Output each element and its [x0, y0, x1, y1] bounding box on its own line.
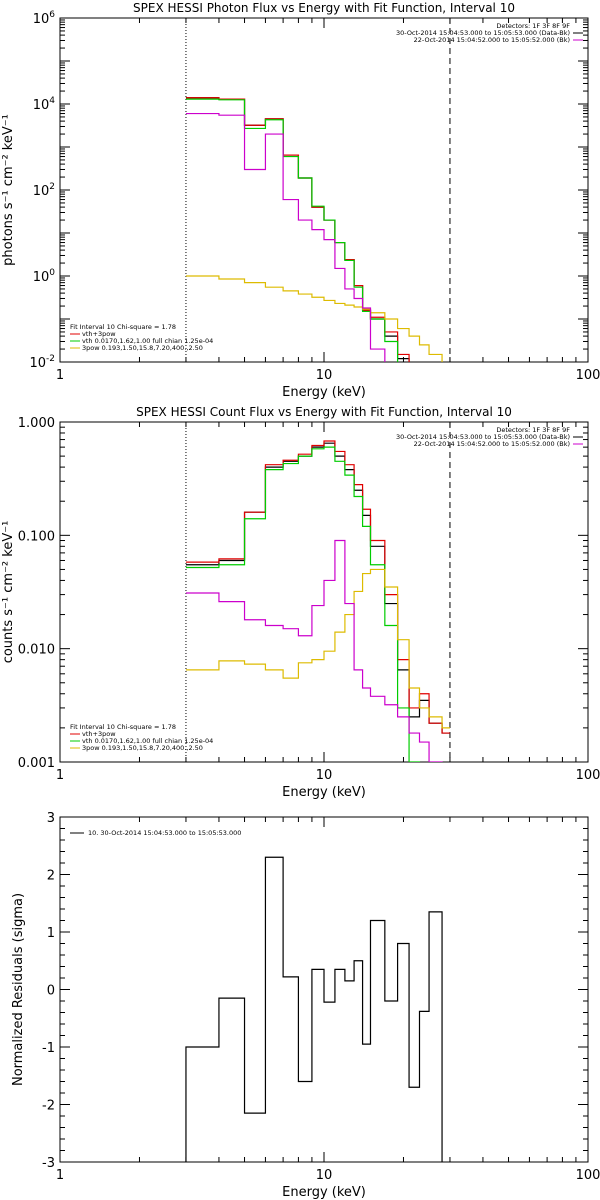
y-axis-ticks	[60, 816, 588, 1163]
legend-entry: 3pow 0.193,1.50,15.8,7.20,400.,2.50	[82, 744, 203, 752]
y-axis-label: photons s⁻¹ cm⁻² keV⁻¹	[1, 114, 16, 266]
chart-panel-1: 1 10 100 10-2 100 102 104 106 SPEX HESSI Photon …	[1, 1, 600, 400]
y-tick-label: 0.100	[18, 529, 55, 544]
y-tick-label: 2	[47, 869, 55, 884]
plot-frame	[59, 17, 589, 363]
series-line-3pow	[185, 275, 443, 362]
chart-panel-3: 1 10 100 -3 -2 -1 0 1 2 3 Energy (keV) Normalized R…	[11, 811, 600, 1200]
x-axis-ticks	[59, 422, 577, 762]
legend-entry: 10. 30-Oct-2014 15:04:53.000 to 15:05:53…	[88, 829, 241, 837]
chart-title: SPEX HESSI Photon Flux vs Energy with Fi…	[133, 1, 515, 15]
y-tick-label: 0.001	[18, 756, 55, 771]
x-axis-ticks	[59, 817, 577, 1162]
x-tick-label: 100	[576, 768, 600, 783]
series-line-3pow	[185, 568, 450, 729]
y-axis-label: Normalized Residuals (sigma)	[11, 893, 26, 1086]
legend-entry: Fit Interval 10 Chi-square = 1.78	[70, 323, 176, 331]
x-axis-label: Energy (keV)	[282, 1185, 366, 1200]
x-tick-label: 1	[56, 368, 64, 383]
legend-entry: vth+3pow	[82, 330, 116, 338]
x-tick-label: 100	[576, 1168, 600, 1183]
x-axis-label: Energy (keV)	[282, 385, 366, 400]
x-tick-label: 1	[56, 1168, 64, 1183]
x-tick-label: 100	[576, 368, 600, 383]
y-tick-label: 106	[33, 10, 56, 27]
legend-entry: Detectors: 1F 3F 8F 9F	[496, 426, 570, 434]
chart-panel-2: 1 10 100 0.001 0.010 0.100 1.000 SPEX HESSI Cou…	[1, 405, 600, 800]
series-line-vth+3pow	[185, 440, 450, 734]
legend-entry: 3pow 0.193,1.50,15.8,7.20,400.,2.50	[82, 344, 203, 352]
chart-title: SPEX HESSI Count Flux vs Energy with Fit…	[136, 405, 512, 419]
y-tick-label: 100	[33, 268, 56, 285]
y-axis-label: counts s⁻¹ cm⁻² keV⁻¹	[1, 521, 16, 664]
x-tick-label: 10	[316, 768, 333, 783]
legend-entry: Detectors: 1F 3F 8F 9F	[496, 22, 570, 30]
y-tick-label: -2	[42, 1099, 55, 1114]
legend-entry: Fit Interval 10 Chi-square = 1.78	[70, 723, 176, 731]
x-tick-label: 10	[316, 1168, 333, 1183]
y-tick-label: 102	[33, 182, 55, 199]
y-tick-label: 1.000	[18, 416, 55, 431]
series-group	[185, 856, 443, 1162]
y-tick-label: -3	[42, 1156, 55, 1171]
y-tick-label: 0	[47, 984, 55, 999]
series-group	[185, 97, 443, 362]
x-axis-ticks	[59, 18, 577, 362]
series-line-Bk	[185, 112, 386, 362]
y-tick-label: 10-2	[29, 354, 55, 371]
x-axis-label: Energy (keV)	[282, 785, 366, 800]
x-tick-label: 10	[316, 368, 333, 383]
series-line-10--30-Oct-2014-15-04-53-000-to-15-05-53-000	[185, 856, 443, 1162]
series-line-vth	[185, 98, 399, 362]
legend-entry: 30-Oct-2014 15:04:53.000 to 15:05:53.000…	[396, 29, 570, 37]
y-tick-label: 3	[47, 811, 55, 826]
series-line-data	[185, 442, 450, 734]
legend-entry: vth 0.0170,1.62,1.00 full chian 1.25e-04	[82, 337, 213, 345]
y-tick-label: -1	[42, 1041, 55, 1056]
y-tick-label: 1	[47, 926, 55, 941]
series-group	[185, 440, 450, 762]
legend-entry: vth 0.0170,1.62,1.00 full chian 1.25e-04	[82, 737, 213, 745]
y-tick-label: 104	[33, 96, 56, 113]
y-axis-ticks	[60, 426, 588, 763]
x-tick-label: 1	[56, 768, 64, 783]
legend-entry: 22-Oct-2014 15:04:52.000 to 15:05:52.000…	[414, 440, 570, 448]
series-line-vth	[185, 446, 421, 762]
series-line-vth+3pow	[185, 97, 410, 362]
legend-entry: 30-Oct-2014 15:04:53.000 to 15:05:53.000…	[396, 433, 570, 441]
legend-entry: 22-Oct-2014 15:04:52.000 to 15:05:52.000…	[414, 36, 570, 44]
y-axis-ticks	[60, 19, 588, 363]
series-line-Bk	[185, 539, 443, 762]
legend-entry: vth+3pow	[82, 730, 116, 738]
y-tick-label: 0.010	[18, 643, 55, 658]
